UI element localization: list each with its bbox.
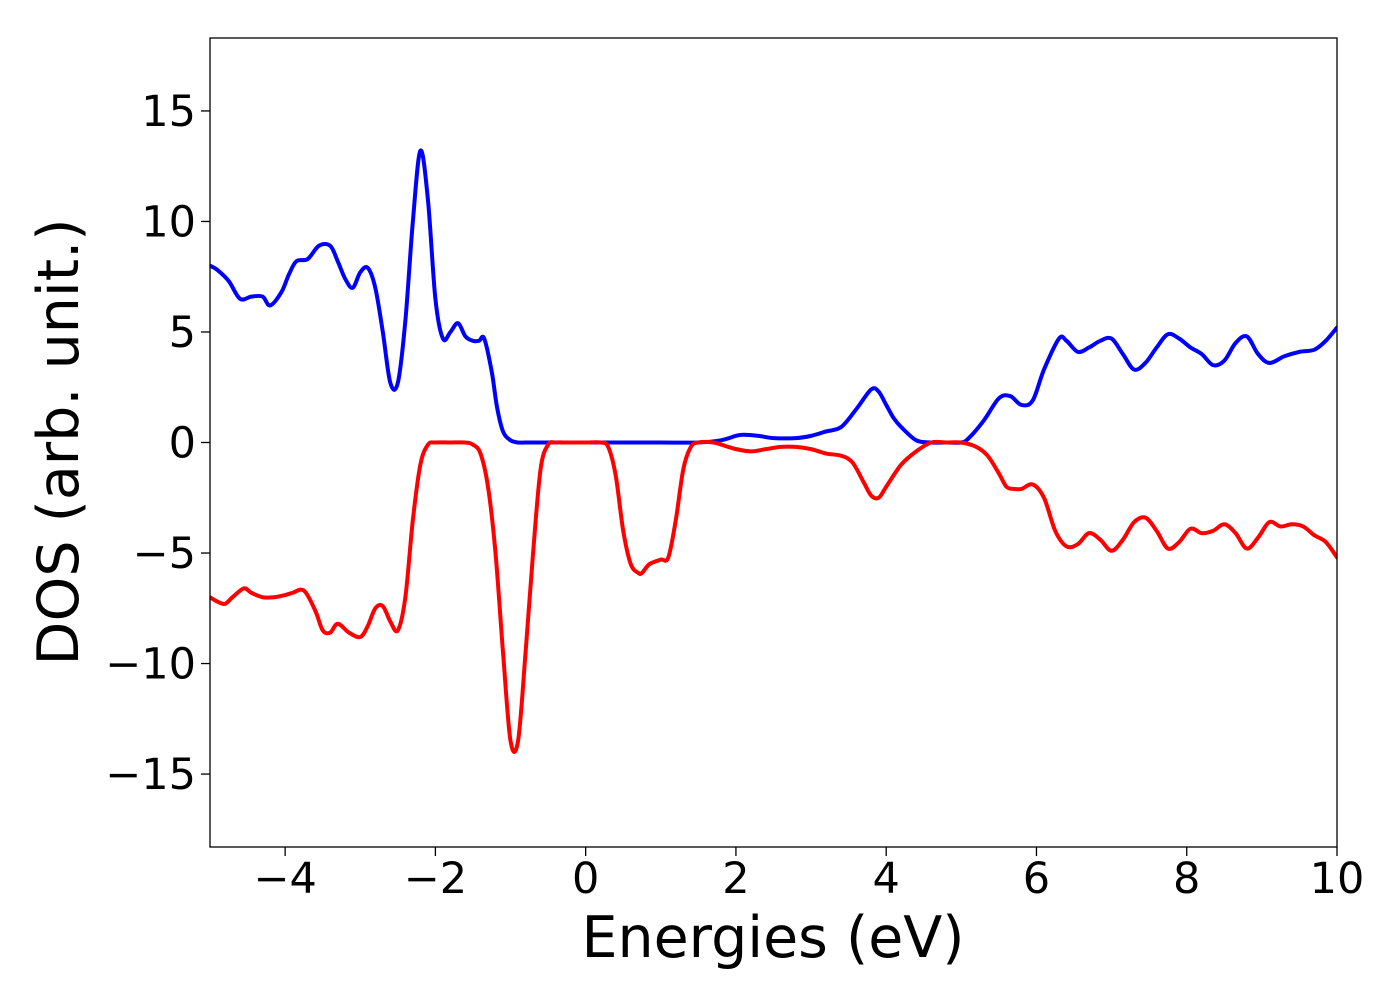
series-line-red xyxy=(210,439,1337,754)
x-axis: −4 −2 0 2 4 6 8 10 xyxy=(253,847,1364,904)
x-tick-label: 2 xyxy=(722,854,749,904)
y-tick-label: 15 xyxy=(141,87,196,137)
y-tick-label: 10 xyxy=(141,197,196,247)
plot-area xyxy=(210,148,1337,754)
plot-frame xyxy=(209,37,1338,848)
y-tick-label: 0 xyxy=(169,419,196,469)
x-axis-title: Energies (eV) xyxy=(581,905,964,971)
y-tick-label: −5 xyxy=(133,529,196,579)
x-tick-label: −4 xyxy=(253,854,316,904)
x-tick-label: 0 xyxy=(572,854,599,904)
x-tick-label: 8 xyxy=(1173,854,1200,904)
x-tick-label: −2 xyxy=(404,854,467,904)
series-line-blue xyxy=(210,148,1337,445)
x-tick-label: 4 xyxy=(873,854,900,904)
y-tick-label: −10 xyxy=(105,640,196,690)
y-axis: 15 10 5 0 −5 −10 −15 xyxy=(105,87,210,800)
y-tick-label: −15 xyxy=(105,750,196,800)
x-tick-label: 6 xyxy=(1023,854,1050,904)
x-tick-label: 10 xyxy=(1310,854,1365,904)
y-axis-title: DOS (arb. unit.) xyxy=(26,219,92,666)
y-tick-label: 5 xyxy=(169,308,196,358)
